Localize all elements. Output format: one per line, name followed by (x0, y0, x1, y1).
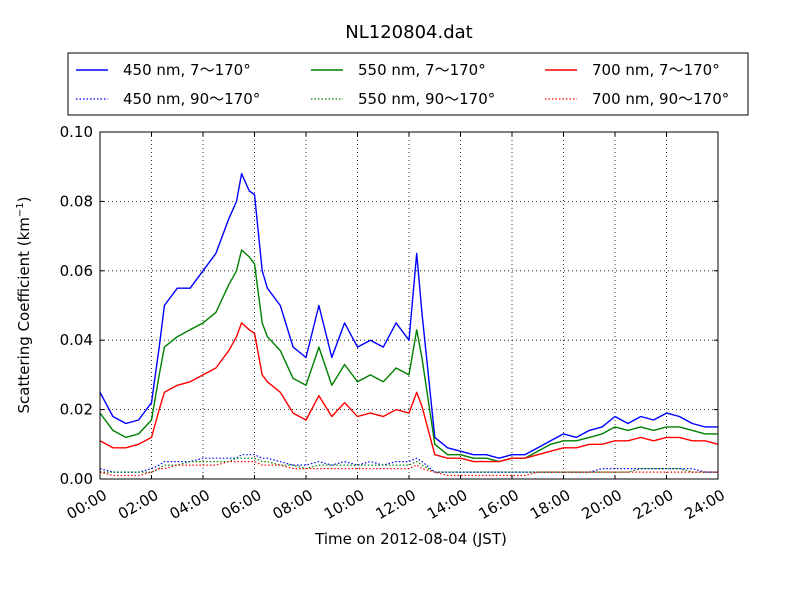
series-line-5 (100, 457, 718, 473)
chart-title: NL120804.dat (345, 22, 472, 43)
y-tick-label: 0.00 (60, 470, 93, 488)
legend-frame (67, 52, 749, 116)
x-tick-label: 06:00 (218, 486, 264, 523)
legend-label: 550 nm, 90～170° (358, 90, 495, 108)
x-tick-label: 14:00 (424, 486, 470, 523)
x-tick-label: 16:00 (476, 486, 522, 523)
x-tick-label: 18:00 (527, 486, 573, 523)
series-line-6 (99, 461, 718, 477)
legend-label: 450 nm, 90～170° (123, 90, 260, 108)
legend-label: 700 nm, 7～170° (592, 61, 720, 79)
x-tick-label: 02:00 (115, 486, 161, 523)
x-tick-label: 20:00 (579, 486, 625, 523)
y-tick-label: 0.06 (60, 262, 93, 280)
chart-legend: 450 nm, 7～170° 550 nm, 7～170° 700 nm, 7～17… (67, 52, 749, 116)
series-line-2 (99, 249, 718, 463)
plot-frame (99, 131, 719, 480)
x-tick-label: 24:00 (682, 486, 728, 523)
series-line-4 (99, 454, 718, 473)
x-tick-label: 04:00 (167, 486, 213, 523)
series-line-3 (99, 322, 719, 463)
y-axis-label-text: Scattering Coefficient (km (15, 217, 33, 413)
x-axis-label: Time on 2012-08-04 (JST) (314, 530, 507, 548)
y-tick-label: 0.04 (60, 331, 93, 349)
x-tick-label: 00:00 (64, 486, 110, 523)
y-axis-label: Scattering Coefficient (km−1) (15, 196, 33, 413)
x-tick-label: 12:00 (373, 486, 419, 523)
y-tick-label: 0.02 (60, 401, 93, 419)
x-tick-label: 22:00 (630, 486, 676, 523)
y-axis-label-close: ) (15, 196, 33, 202)
legend-label: 700 nm, 90～170° (592, 90, 729, 108)
x-tick-label: 08:00 (270, 486, 316, 523)
legend-label: 550 nm, 7～170° (358, 61, 486, 79)
y-tick-label: 0.10 (60, 123, 93, 141)
y-axis-label-exponent: −1 (15, 202, 26, 217)
x-tick-label: 10:00 (321, 486, 367, 523)
legend-label: 450 nm, 7～170° (123, 61, 251, 79)
series-line-1 (99, 172, 718, 459)
y-tick-label: 0.08 (60, 192, 93, 210)
